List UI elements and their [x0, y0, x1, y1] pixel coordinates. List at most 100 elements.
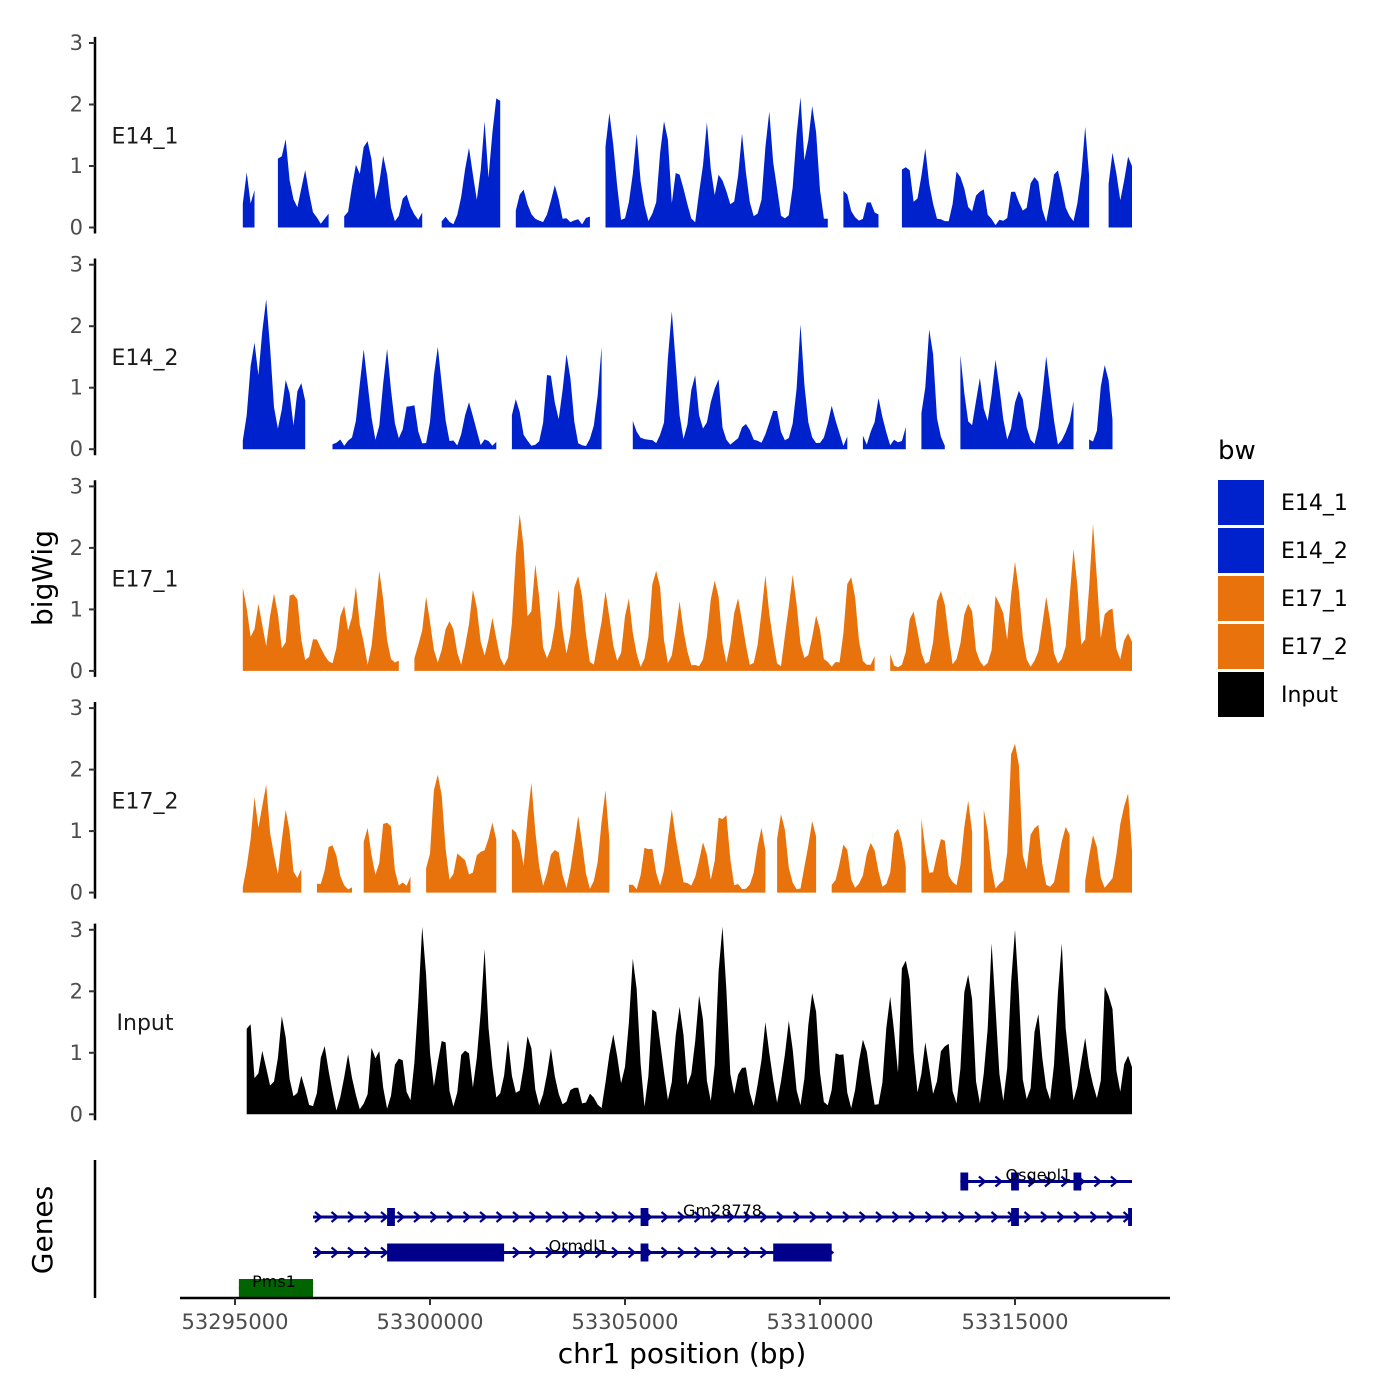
- strand-arrow: [545, 1246, 554, 1259]
- exon: [1073, 1172, 1082, 1191]
- signal-area-E14_1: [843, 190, 879, 228]
- signal-area-E14_1: [605, 97, 828, 228]
- strand-arrow: [693, 1211, 703, 1223]
- y-tick-label: 2: [70, 536, 83, 560]
- strand-arrow: [743, 1211, 752, 1223]
- strand-arrow: [561, 1211, 571, 1223]
- strand-arrow: [1073, 1211, 1082, 1223]
- strand-arrow: [1106, 1211, 1115, 1223]
- signal-area-E17_1: [890, 523, 1132, 671]
- strand-arrow: [363, 1211, 373, 1223]
- strand-arrow: [891, 1211, 901, 1223]
- y-tick-label: 1: [70, 154, 83, 178]
- strand-arrow: [347, 1211, 356, 1223]
- signal-area-E17_2: [242, 784, 302, 893]
- signal-area-E14_1: [515, 185, 590, 228]
- signal-area-E17_1: [242, 570, 399, 671]
- signal-area-E14_2: [242, 299, 306, 450]
- signal-area-E17_1: [414, 514, 875, 671]
- signal-area-E17_2: [983, 743, 1070, 893]
- y-tick-label: 1: [70, 597, 83, 621]
- strand-arrow: [660, 1246, 670, 1259]
- signal-area-E14_2: [511, 346, 602, 450]
- signal-area-E17_2: [363, 822, 411, 893]
- signal-area-E17_2: [628, 809, 766, 893]
- exon: [1011, 1208, 1019, 1226]
- signal-area-E14_1: [242, 172, 255, 228]
- y-tick-label: 3: [70, 696, 83, 720]
- strand-arrow: [314, 1211, 323, 1223]
- signal-area-E14_2: [1089, 365, 1113, 450]
- strand-arrow: [446, 1211, 455, 1223]
- exon: [773, 1243, 832, 1262]
- gene-track: Osgepl1 Gm28778 Ormdl1 Pms1: [93, 1160, 1132, 1298]
- y-tick-label: 0: [70, 1102, 83, 1126]
- x-tick-label: 53295000: [182, 1310, 289, 1334]
- strand-arrow: [759, 1246, 769, 1259]
- gene-label: Ormdl1: [549, 1237, 608, 1256]
- panel-label-E17_2: E17_2: [112, 789, 179, 814]
- y-tick-label: 1: [70, 376, 83, 400]
- exon: [1011, 1172, 1019, 1191]
- signal-area-E14_1: [441, 98, 501, 228]
- gene-Pms1: Pms1: [238, 1272, 314, 1297]
- exon: [387, 1208, 395, 1226]
- y-tick-label: 0: [70, 881, 83, 905]
- strand-arrow: [1056, 1211, 1066, 1223]
- strand-arrow: [825, 1211, 835, 1223]
- legend: bw E14_1 E14_2 E17_1 E17_2 Input: [1218, 436, 1348, 717]
- x-tick-label: 53300000: [377, 1310, 484, 1334]
- gene-Ormdl1: Ormdl1: [313, 1237, 835, 1262]
- strand-arrow: [627, 1211, 637, 1223]
- legend-label-E14_1: E14_1: [1281, 491, 1348, 516]
- signal-area-E17_2: [1085, 793, 1132, 893]
- y-tick-label: 2: [70, 758, 83, 782]
- exon: [387, 1243, 505, 1262]
- strand-arrow: [512, 1211, 521, 1223]
- strand-arrow: [380, 1211, 389, 1223]
- strand-arrow: [924, 1211, 934, 1223]
- exon: [238, 1279, 313, 1297]
- exon: [1128, 1208, 1132, 1226]
- signal-panels: 0 1 2 3 E14_1 0 1 2 3 E14_2 0 1 2 3 E17_1 0 1 2 3 E17_2 0 1 2 3…: [70, 31, 1132, 1126]
- x-axis: 53295000 53300000 53305000 53310000 53315000: [180, 1296, 1170, 1334]
- x-axis-title: chr1 position (bp): [558, 1337, 807, 1370]
- genes-track-title: Genes: [26, 1186, 59, 1274]
- y-tick-label: 0: [70, 437, 83, 461]
- strand-arrow: [677, 1211, 686, 1223]
- strand-arrow: [842, 1211, 851, 1223]
- y-tick-label: 2: [70, 979, 83, 1003]
- legend-swatch-Input: [1218, 672, 1264, 717]
- strand-arrow: [858, 1211, 868, 1223]
- legend-label-E17_1: E17_1: [1281, 587, 1348, 612]
- panel-E14_1: 0 1 2 3 E14_1: [70, 31, 1132, 240]
- strand-arrow: [908, 1211, 917, 1223]
- exon: [640, 1208, 649, 1226]
- strand-arrow: [726, 1246, 736, 1259]
- y-axis-title: bigWig: [26, 530, 59, 626]
- strand-arrow: [978, 1175, 987, 1188]
- strand-arrow: [693, 1246, 703, 1259]
- legend-swatch-E14_1: [1218, 480, 1264, 525]
- y-tick-label: 2: [70, 314, 83, 338]
- signal-area-E14_2: [960, 355, 1074, 450]
- strand-arrow: [1093, 1175, 1103, 1188]
- signal-area-Input: [246, 926, 1132, 1115]
- strand-arrow: [363, 1246, 373, 1259]
- gene-label: Pms1: [252, 1272, 296, 1291]
- strand-arrow: [677, 1246, 686, 1259]
- strand-arrow: [627, 1246, 637, 1259]
- strand-arrow: [710, 1246, 719, 1259]
- signal-area-E17_2: [316, 845, 352, 893]
- legend-swatch-E17_2: [1218, 624, 1264, 669]
- signal-area-E14_1: [277, 139, 329, 228]
- strand-arrow: [660, 1211, 670, 1223]
- strand-arrow: [479, 1211, 488, 1223]
- signal-area-E14_2: [332, 346, 497, 450]
- strand-arrow: [875, 1211, 884, 1223]
- y-tick-label: 3: [70, 474, 83, 498]
- gene-label: Gm28778: [683, 1201, 762, 1220]
- legend-title: bw: [1218, 436, 1256, 466]
- gene-label: Osgepl1: [1006, 1166, 1072, 1185]
- strand-arrow: [1040, 1211, 1049, 1223]
